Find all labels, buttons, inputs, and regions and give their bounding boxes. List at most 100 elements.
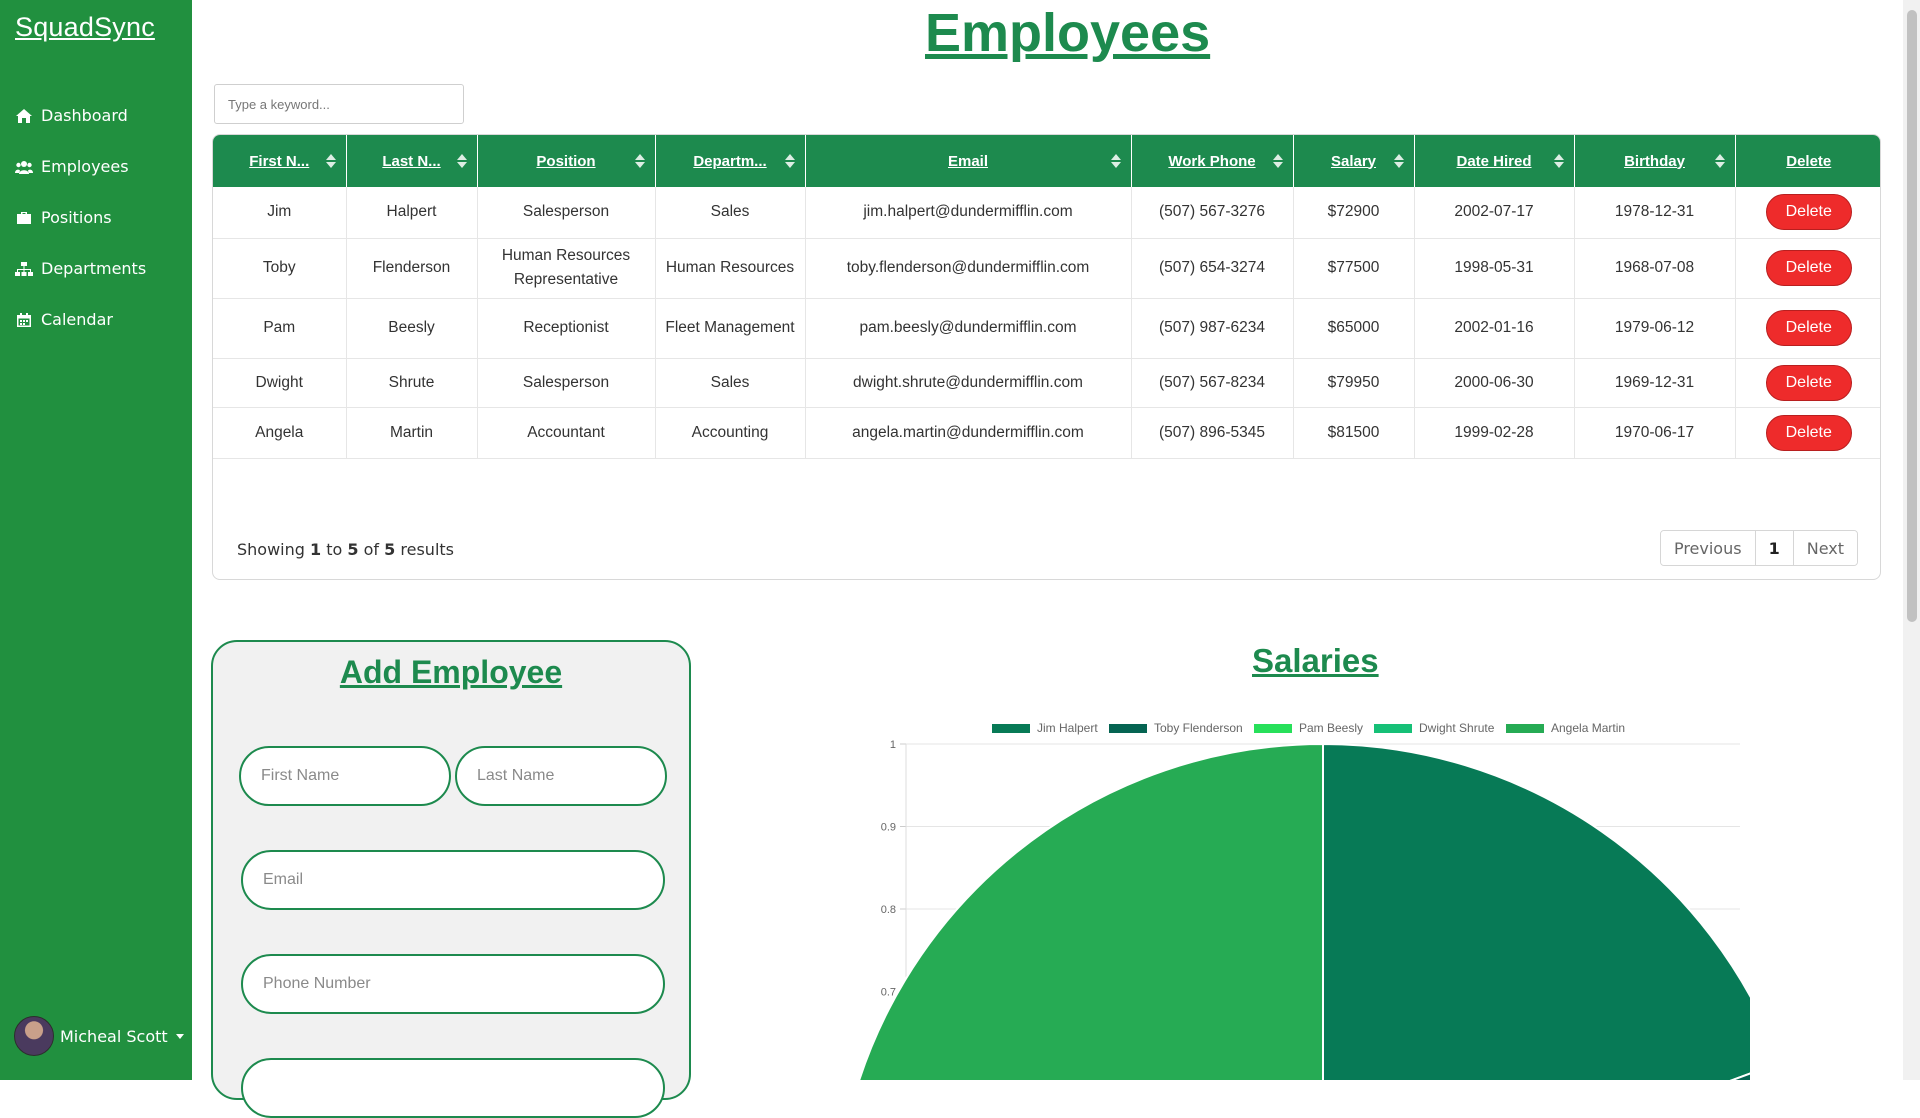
sidebar-item-dashboard[interactable]: Dashboard [0, 90, 192, 141]
table-row: Pam Beesly Receptionist Fleet Management pam… [213, 298, 1880, 359]
table-cell-last-name: Shrute [346, 358, 478, 408]
email-field[interactable] [241, 850, 665, 910]
legend-label[interactable]: Dwight Shrute [1419, 721, 1495, 735]
table-cell-first-name: Pam [213, 298, 347, 359]
pagination: Previous 1 Next [1659, 530, 1858, 566]
legend-label[interactable]: Angela Martin [1551, 721, 1625, 735]
add-employee-form: Add Employee [211, 640, 691, 1118]
results-total: 5 [384, 540, 396, 559]
table-cell-work-phone: (507) 896-5345 [1131, 407, 1294, 459]
table-row: Toby Flenderson Human Resources Representa… [213, 238, 1880, 299]
y-tick-label: 0.7 [881, 987, 896, 999]
table-cell-department: Accounting [655, 407, 806, 459]
sort-icon[interactable] [1393, 154, 1404, 168]
sort-icon[interactable] [1714, 154, 1725, 168]
sidebar-item-label: Dashboard [41, 106, 128, 125]
table-cell-position: Human Resources Representative [477, 238, 656, 299]
column-header-label: Birthday [1624, 152, 1685, 170]
sidebar-item-label: Employees [41, 157, 129, 176]
table-cell-delete: Delete [1735, 187, 1880, 239]
pie-slice[interactable] [850, 742, 1324, 1080]
column-header-first-name[interactable]: First N... [213, 135, 347, 187]
results-from: 1 [310, 540, 322, 559]
legend-swatch[interactable] [1254, 724, 1292, 733]
sidebar-item-employees[interactable]: Employees [0, 141, 192, 192]
table-cell-first-name: Toby [213, 238, 347, 299]
column-header-work-phone[interactable]: Work Phone [1131, 135, 1294, 187]
sidebar-item-positions[interactable]: Positions [0, 192, 192, 243]
sidebar-item-label: Positions [41, 208, 112, 227]
table-cell-salary: $79950 [1293, 358, 1415, 408]
table-cell-last-name: Martin [346, 407, 478, 459]
delete-button[interactable]: Delete [1765, 364, 1852, 401]
table-cell-salary: $77500 [1293, 238, 1415, 299]
sort-icon[interactable] [456, 154, 467, 168]
table-cell-position: Salesperson [477, 358, 656, 408]
first-name-field[interactable] [239, 746, 451, 806]
previous-page-button[interactable]: Previous [1660, 531, 1756, 565]
delete-button[interactable]: Delete [1765, 414, 1852, 451]
table-cell-department: Fleet Management [655, 298, 806, 359]
delete-button[interactable]: Delete [1765, 310, 1852, 346]
column-header-birthday[interactable]: Birthday [1574, 135, 1736, 187]
sidebar-item-departments[interactable]: Departments [0, 243, 192, 294]
results-suffix: results [400, 540, 454, 559]
legend-label[interactable]: Pam Beesly [1299, 721, 1363, 735]
column-header-department[interactable]: Departm... [655, 135, 806, 187]
results-to: 5 [347, 540, 359, 559]
pie-slice[interactable] [1322, 742, 1750, 1080]
phone-field[interactable] [241, 954, 665, 1014]
table-cell-email: jim.halpert@dundermifflin.com [805, 187, 1132, 239]
table-cell-position: Salesperson [477, 187, 656, 239]
table-cell-date-hired: 1998-05-31 [1414, 238, 1575, 299]
sort-icon[interactable] [1553, 154, 1564, 168]
legend-swatch[interactable] [1374, 724, 1412, 733]
table-cell-work-phone: (507) 567-3276 [1131, 187, 1294, 239]
search-input[interactable] [214, 84, 464, 124]
column-header-salary[interactable]: Salary [1293, 135, 1415, 187]
table-cell-delete: Delete [1735, 358, 1880, 408]
legend-label[interactable]: Toby Flenderson [1154, 721, 1243, 735]
table-cell-email: pam.beesly@dundermifflin.com [805, 298, 1132, 359]
column-header-date-hired[interactable]: Date Hired [1414, 135, 1575, 187]
table-cell-work-phone: (507) 654-3274 [1131, 238, 1294, 299]
sidebar-item-calendar[interactable]: Calendar [0, 294, 192, 345]
column-header-label: First N... [249, 152, 310, 170]
column-header-position[interactable]: Position [477, 135, 656, 187]
table-cell-department: Sales [655, 187, 806, 239]
legend-swatch[interactable] [1506, 724, 1544, 733]
table-body: Jim Halpert Salesperson Sales jim.halpert@du… [213, 187, 1880, 459]
table-cell-email: angela.martin@dundermifflin.com [805, 407, 1132, 459]
next-page-button[interactable]: Next [1793, 531, 1857, 565]
table-cell-first-name: Jim [213, 187, 347, 239]
user-menu[interactable]: Micheal Scott [14, 1016, 184, 1056]
last-name-field[interactable] [455, 746, 667, 806]
table-cell-date-hired: 2000-06-30 [1414, 358, 1575, 408]
table-cell-last-name: Halpert [346, 187, 478, 239]
legend-label[interactable]: Jim Halpert [1037, 721, 1098, 735]
scrollbar-thumb[interactable] [1907, 10, 1917, 622]
delete-button[interactable]: Delete [1765, 250, 1852, 286]
sort-icon[interactable] [1272, 154, 1283, 168]
column-header-last-name[interactable]: Last N... [346, 135, 478, 187]
sort-icon[interactable] [1110, 154, 1121, 168]
table-cell-salary: $81500 [1293, 407, 1415, 459]
legend-swatch[interactable] [992, 724, 1030, 733]
page-1-button[interactable]: 1 [1755, 531, 1794, 565]
brand-logo[interactable]: SquadSync [15, 12, 155, 42]
table-cell-date-hired: 2002-07-17 [1414, 187, 1575, 239]
next-field[interactable] [241, 1058, 665, 1118]
delete-button[interactable]: Delete [1765, 194, 1852, 231]
table-cell-salary: $72900 [1293, 187, 1415, 239]
column-header-email[interactable]: Email [805, 135, 1132, 187]
legend-swatch[interactable] [1109, 724, 1147, 733]
calendar-icon [17, 312, 31, 327]
column-header-delete[interactable]: Delete [1735, 135, 1880, 187]
sort-icon[interactable] [325, 154, 336, 168]
page-scrollbar[interactable] [1903, 0, 1920, 1080]
sitemap-icon [15, 261, 33, 276]
pie-slice[interactable] [1323, 1062, 1750, 1080]
caret-down-icon [175, 1033, 184, 1039]
sort-icon[interactable] [784, 154, 795, 168]
sort-icon[interactable] [634, 154, 645, 168]
